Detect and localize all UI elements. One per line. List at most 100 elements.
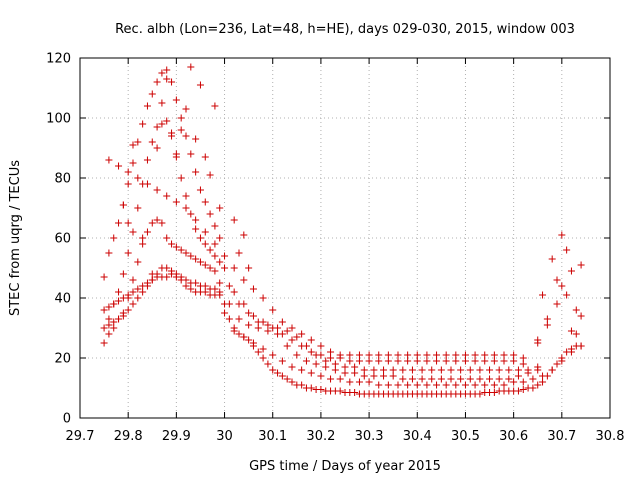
data-point bbox=[408, 375, 416, 383]
data-point bbox=[119, 309, 127, 317]
data-point bbox=[307, 336, 315, 344]
data-point bbox=[182, 276, 190, 284]
data-point bbox=[163, 264, 171, 272]
data-point bbox=[110, 234, 118, 242]
data-point bbox=[327, 348, 335, 356]
data-point bbox=[163, 273, 171, 281]
data-point bbox=[433, 381, 441, 389]
data-point bbox=[510, 378, 518, 386]
data-point bbox=[534, 336, 542, 344]
data-point bbox=[389, 372, 397, 380]
data-point bbox=[437, 375, 445, 383]
x-axis-label: GPS time / Days of year 2015 bbox=[249, 459, 441, 474]
data-point bbox=[481, 357, 489, 365]
data-point bbox=[110, 324, 118, 332]
data-point bbox=[129, 141, 137, 149]
data-point bbox=[577, 261, 585, 269]
data-point bbox=[129, 228, 137, 236]
data-point bbox=[428, 375, 436, 383]
data-point bbox=[269, 351, 277, 359]
data-point bbox=[351, 363, 359, 371]
data-point bbox=[423, 357, 431, 365]
data-point bbox=[148, 138, 156, 146]
data-point bbox=[534, 363, 542, 371]
data-point bbox=[307, 348, 315, 356]
data-point bbox=[278, 318, 286, 326]
data-point bbox=[529, 384, 537, 392]
data-point bbox=[553, 360, 561, 368]
data-point bbox=[490, 351, 498, 359]
data-point bbox=[360, 366, 368, 374]
data-point bbox=[124, 249, 132, 257]
data-point bbox=[100, 273, 108, 281]
data-point bbox=[389, 366, 397, 374]
data-point bbox=[543, 321, 551, 329]
data-point bbox=[168, 267, 176, 275]
data-point bbox=[505, 366, 513, 374]
data-point bbox=[163, 192, 171, 200]
data-point bbox=[182, 132, 190, 140]
data-point bbox=[351, 369, 359, 377]
data-point bbox=[322, 363, 330, 371]
data-point bbox=[447, 366, 455, 374]
data-point bbox=[259, 318, 267, 326]
data-point bbox=[196, 258, 204, 266]
data-point bbox=[105, 156, 113, 164]
data-point bbox=[143, 228, 151, 236]
data-point bbox=[519, 386, 527, 393]
data-point bbox=[201, 153, 209, 161]
data-point bbox=[201, 282, 209, 290]
data-point bbox=[577, 342, 585, 350]
data-point bbox=[148, 276, 156, 284]
data-point bbox=[519, 378, 527, 386]
data-point bbox=[288, 324, 296, 332]
data-point bbox=[235, 330, 243, 338]
data-point bbox=[206, 246, 214, 254]
data-point bbox=[461, 357, 469, 365]
data-point bbox=[399, 375, 407, 383]
data-point bbox=[495, 366, 503, 374]
data-point bbox=[259, 354, 267, 362]
data-point bbox=[481, 351, 489, 359]
y-tick-label: 0 bbox=[63, 412, 71, 427]
data-point bbox=[221, 252, 229, 260]
data-point bbox=[394, 351, 402, 359]
data-point bbox=[543, 315, 551, 323]
data-point bbox=[486, 366, 494, 374]
data-point bbox=[394, 381, 402, 389]
data-point bbox=[259, 345, 267, 353]
data-point bbox=[163, 234, 171, 242]
data-point bbox=[182, 192, 190, 200]
data-point bbox=[278, 330, 286, 338]
data-point bbox=[254, 348, 262, 356]
data-point bbox=[182, 204, 190, 212]
data-point bbox=[567, 327, 575, 335]
data-point bbox=[346, 357, 354, 365]
data-point bbox=[187, 210, 195, 218]
data-point bbox=[192, 168, 200, 176]
data-point bbox=[437, 366, 445, 374]
x-tick-label: 30 bbox=[216, 429, 233, 444]
data-point bbox=[355, 378, 363, 386]
data-point bbox=[384, 351, 392, 359]
data-point bbox=[245, 264, 253, 272]
data-point bbox=[129, 276, 137, 284]
data-point bbox=[269, 306, 277, 314]
y-tick-label: 80 bbox=[54, 172, 71, 187]
data-point bbox=[510, 357, 518, 365]
data-point bbox=[240, 276, 248, 284]
x-tick-label: 29.9 bbox=[162, 429, 191, 444]
x-tick-label: 29.7 bbox=[66, 429, 95, 444]
data-point bbox=[380, 366, 388, 374]
data-point bbox=[235, 249, 243, 257]
data-point bbox=[452, 351, 460, 359]
data-point bbox=[168, 78, 176, 86]
data-point bbox=[211, 252, 219, 260]
data-point bbox=[312, 360, 320, 368]
data-point bbox=[553, 276, 561, 284]
data-point bbox=[293, 351, 301, 359]
data-point bbox=[428, 366, 436, 374]
data-point bbox=[192, 255, 200, 263]
data-point bbox=[413, 351, 421, 359]
y-axis-label: STEC from uqrg / TECUs bbox=[8, 160, 23, 316]
